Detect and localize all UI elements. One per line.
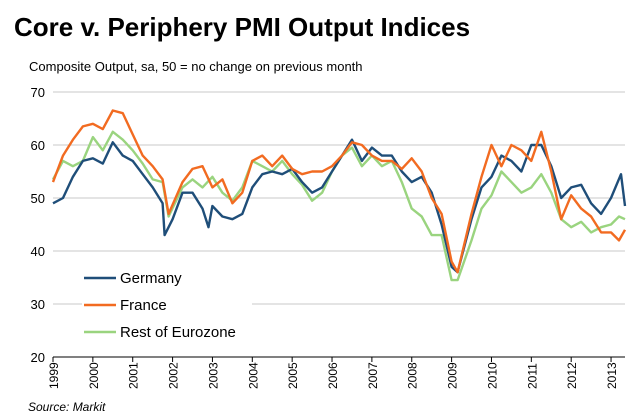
x-tick-label: 2004 (246, 362, 260, 389)
legend-label: France (120, 297, 167, 314)
x-tick-label: 2010 (485, 362, 499, 389)
x-tick-label: 2005 (286, 362, 300, 389)
x-tick-label: 2008 (406, 362, 420, 389)
x-tick-label: 2000 (87, 362, 101, 389)
x-tick-label: 2012 (565, 362, 579, 389)
x-tick-label: 2009 (446, 362, 460, 389)
y-tick-label: 60 (31, 138, 45, 153)
chart-subtitle: Composite Output, sa, 50 = no change on … (29, 59, 363, 74)
x-tick-label: 2006 (326, 362, 340, 389)
x-tick-label: 1999 (47, 362, 61, 389)
series-line-france (51, 109, 627, 274)
chart-title: Core v. Periphery PMI Output Indices (14, 12, 471, 42)
source-note: Source: Markit (28, 400, 106, 414)
y-tick-label: 30 (31, 297, 45, 312)
x-tick-label: 2002 (167, 362, 181, 389)
y-tick-label: 40 (31, 244, 45, 259)
x-tick-label: 2001 (127, 362, 141, 389)
series-line-rest-of-eurozone (51, 130, 626, 282)
x-tick-label: 2013 (605, 362, 619, 389)
y-tick-label: 50 (31, 191, 45, 206)
x-tick-label: 2011 (525, 363, 539, 389)
series-line-germany (52, 138, 627, 274)
y-tick-label: 70 (31, 85, 45, 100)
x-tick-label: 2003 (206, 362, 220, 389)
y-tick-label: 20 (31, 350, 45, 365)
legend-label: Rest of Eurozone (120, 324, 236, 341)
x-tick-label: 2007 (366, 362, 380, 389)
legend-label: Germany (120, 270, 182, 287)
